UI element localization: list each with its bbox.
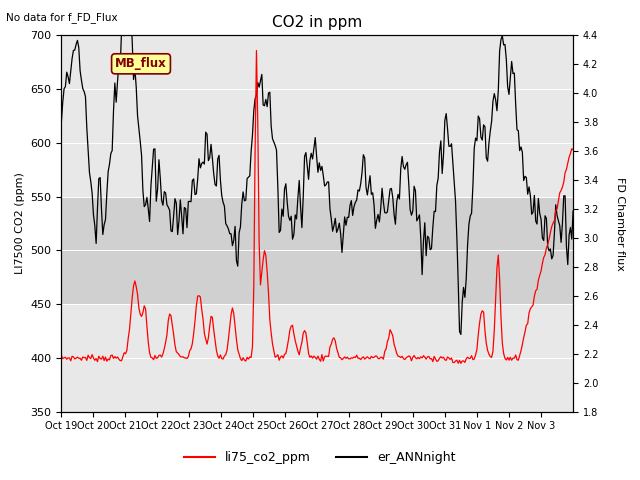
Y-axis label: FD Chamber flux: FD Chamber flux bbox=[615, 177, 625, 270]
Y-axis label: LI7500 CO2 (ppm): LI7500 CO2 (ppm) bbox=[15, 173, 25, 275]
Title: CO2 in ppm: CO2 in ppm bbox=[272, 15, 362, 30]
Legend: li75_co2_ppm, er_ANNnight: li75_co2_ppm, er_ANNnight bbox=[179, 446, 461, 469]
Bar bbox=[61, 197, 573, 304]
Text: No data for f_FD_Flux: No data for f_FD_Flux bbox=[6, 12, 118, 23]
Text: MB_flux: MB_flux bbox=[115, 57, 167, 71]
